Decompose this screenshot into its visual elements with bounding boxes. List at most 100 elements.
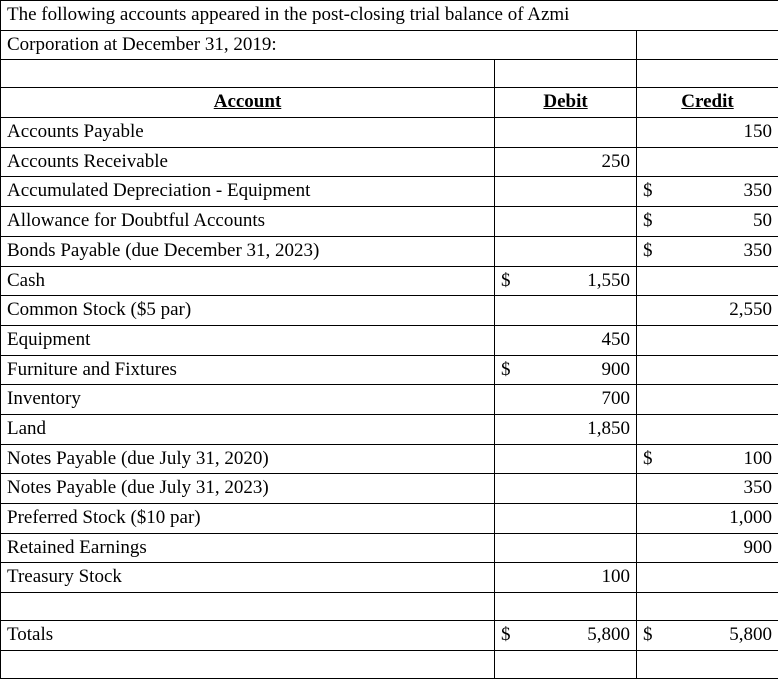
credit-symbol: $ — [637, 236, 663, 266]
account-cell: Inventory — [1, 385, 495, 415]
account-cell: Accounts Payable — [1, 118, 495, 148]
debit-symbol — [495, 118, 521, 148]
debit-value — [521, 533, 637, 563]
table-row: Treasury Stock 100 — [1, 563, 778, 593]
blank-row-bottom — [1, 650, 778, 678]
debit-symbol — [495, 385, 521, 415]
header-row: Account Debit Credit — [1, 88, 778, 118]
table-row: Accounts Receivable 250 — [1, 147, 778, 177]
credit-symbol — [637, 147, 663, 177]
debit-value: 700 — [521, 385, 637, 415]
credit-value: 1,000 — [663, 504, 778, 534]
credit-header: Credit — [637, 88, 778, 118]
account-cell: Accounts Receivable — [1, 147, 495, 177]
debit-symbol — [495, 177, 521, 207]
credit-symbol — [637, 474, 663, 504]
account-cell: Accumulated Depreciation - Equipment — [1, 177, 495, 207]
debit-value: 900 — [521, 355, 637, 385]
debit-symbol — [495, 444, 521, 474]
trial-balance-table: The following accounts appeared in the p… — [0, 0, 778, 679]
intro-row-2: Corporation at December 31, 2019: — [1, 30, 778, 60]
credit-value — [663, 414, 778, 444]
credit-value: 150 — [663, 118, 778, 148]
debit-value: 100 — [521, 563, 637, 593]
account-cell: Retained Earnings — [1, 533, 495, 563]
table-row: Land1,850 — [1, 414, 778, 444]
credit-symbol — [637, 385, 663, 415]
credit-symbol — [637, 296, 663, 326]
credit-value — [663, 385, 778, 415]
account-cell: Cash — [1, 266, 495, 296]
credit-value: 350 — [663, 177, 778, 207]
blank-row-top — [1, 60, 778, 88]
credit-value — [663, 147, 778, 177]
credit-value — [663, 266, 778, 296]
debit-value — [521, 207, 637, 237]
credit-symbol — [637, 504, 663, 534]
credit-symbol — [637, 118, 663, 148]
debit-symbol — [495, 474, 521, 504]
credit-value: 100 — [663, 444, 778, 474]
table-row: Common Stock ($5 par) 2,550 — [1, 296, 778, 326]
debit-value — [521, 444, 637, 474]
debit-value — [521, 236, 637, 266]
debit-value: 1,550 — [521, 266, 637, 296]
table-row: Cash$1,550 — [1, 266, 778, 296]
table-row: Bonds Payable (due December 31, 2023)$35… — [1, 236, 778, 266]
totals-row: Totals$5,800$5,800 — [1, 621, 778, 651]
credit-symbol — [637, 414, 663, 444]
table-row: Notes Payable (due July 31, 2020) $100 — [1, 444, 778, 474]
debit-symbol — [495, 504, 521, 534]
totals-label: Totals — [1, 621, 495, 651]
credit-symbol: $ — [637, 444, 663, 474]
table-row: Furniture and Fixtures$900 — [1, 355, 778, 385]
credit-symbol — [637, 533, 663, 563]
table-row: Accounts Payable 150 — [1, 118, 778, 148]
totals-credit-value: 5,800 — [663, 621, 778, 651]
account-header: Account — [1, 88, 495, 118]
account-cell: Equipment — [1, 325, 495, 355]
table-row: Accumulated Depreciation - Equipment $350 — [1, 177, 778, 207]
totals-debit-value: 5,800 — [521, 621, 637, 651]
debit-symbol — [495, 325, 521, 355]
credit-symbol — [637, 563, 663, 593]
debit-value: 250 — [521, 147, 637, 177]
credit-value: 900 — [663, 533, 778, 563]
debit-value: 450 — [521, 325, 637, 355]
debit-symbol — [495, 533, 521, 563]
account-cell: Notes Payable (due July 31, 2023) — [1, 474, 495, 504]
account-cell: Furniture and Fixtures — [1, 355, 495, 385]
table-row: Allowance for Doubtful Accounts$50 — [1, 207, 778, 237]
credit-symbol: $ — [637, 177, 663, 207]
account-cell: Common Stock ($5 par) — [1, 296, 495, 326]
table-row: Equipment 450 — [1, 325, 778, 355]
credit-symbol — [637, 355, 663, 385]
debit-symbol — [495, 563, 521, 593]
account-cell: Treasury Stock — [1, 563, 495, 593]
intro-row-1: The following accounts appeared in the p… — [1, 1, 778, 31]
debit-symbol: $ — [495, 266, 521, 296]
intro-text-2: Corporation at December 31, 2019: — [1, 30, 495, 60]
debit-symbol — [495, 414, 521, 444]
account-cell: Land — [1, 414, 495, 444]
debit-symbol — [495, 236, 521, 266]
debit-symbol — [495, 147, 521, 177]
debit-symbol — [495, 207, 521, 237]
credit-value — [663, 325, 778, 355]
account-cell: Notes Payable (due July 31, 2020) — [1, 444, 495, 474]
debit-header: Debit — [495, 88, 637, 118]
account-cell: Preferred Stock ($10 par) — [1, 504, 495, 534]
intro-text-1: The following accounts appeared in the p… — [1, 1, 637, 31]
credit-symbol: $ — [637, 207, 663, 237]
table-row: Inventory 700 — [1, 385, 778, 415]
account-cell: Allowance for Doubtful Accounts — [1, 207, 495, 237]
debit-value — [521, 474, 637, 504]
blank-row-pre-totals — [1, 593, 778, 621]
table-row: Retained Earnings 900 — [1, 533, 778, 563]
debit-value — [521, 118, 637, 148]
debit-symbol — [495, 296, 521, 326]
credit-symbol — [637, 325, 663, 355]
totals-debit-symbol: $ — [495, 621, 521, 651]
debit-value — [521, 177, 637, 207]
credit-value: 2,550 — [663, 296, 778, 326]
